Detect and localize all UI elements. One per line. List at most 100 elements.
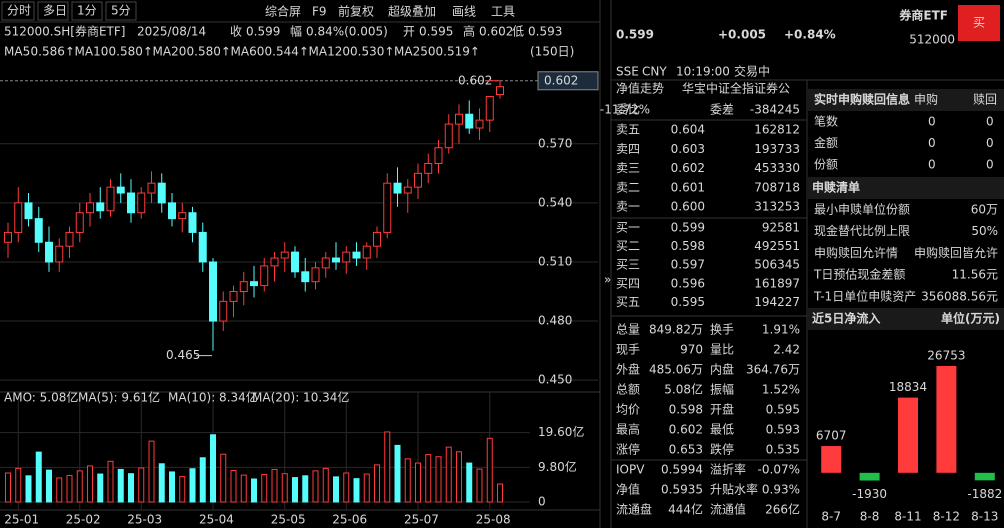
row-label: 申购赎回允许情 (814, 245, 898, 260)
section-header (808, 89, 1004, 111)
book-volume: 193733 (754, 142, 800, 156)
volume-bar (497, 483, 503, 503)
buy-button-label[interactable]: 买 (973, 16, 985, 30)
status: 10:19:00 (676, 65, 730, 79)
volume-bar (46, 469, 52, 503)
candle-body (321, 257, 330, 269)
stat-value: 0.595 (766, 403, 800, 417)
candle-body (127, 192, 135, 214)
volume-bar (415, 462, 421, 503)
toolbar-button[interactable]: 前复权 (338, 4, 374, 19)
y-tick-label: 0 (538, 495, 546, 509)
collapse-arrow[interactable]: » (604, 273, 611, 287)
volume-bar (251, 478, 257, 503)
info-code: 512000.SH[券商ETF] (4, 24, 125, 39)
row-value: 0 (928, 136, 936, 150)
candle-body (34, 218, 43, 243)
book-price: 0.600 (671, 200, 705, 214)
candle-body (239, 281, 248, 293)
row-label: T日预估现金差额 (813, 267, 905, 282)
book-label: 买三 (616, 258, 640, 272)
ma-value: 0.544↑ (265, 45, 309, 59)
candle-body (270, 257, 279, 267)
candle-body (24, 202, 33, 220)
candle-body (301, 271, 310, 283)
toolbar-button[interactable]: 综合屏 (265, 4, 301, 19)
candle-body (403, 186, 412, 194)
book-label: 卖三 (616, 161, 640, 175)
tab-label[interactable]: 5分 (111, 4, 131, 18)
volume-bar (240, 474, 247, 503)
tab[interactable] (1, 1, 35, 21)
ma-name: MA250 (394, 45, 435, 59)
stat-label: 现手 (616, 343, 640, 357)
tab[interactable] (105, 1, 137, 21)
status: SSE (616, 65, 639, 79)
stat-label: 溢折率 (710, 462, 746, 477)
stat-value: 0.5935 (661, 483, 703, 497)
order-ratio: -11.72% (600, 103, 650, 117)
row-value: 0 (928, 158, 936, 172)
volume-bar (15, 467, 22, 503)
volume-bar (271, 468, 278, 503)
inflow-bar (974, 472, 995, 481)
inflow-label: 18834 (889, 380, 927, 394)
candle-body (198, 231, 207, 263)
volume-bar (5, 472, 11, 503)
stat-label: 升贴水率 (710, 482, 758, 497)
nav-fund: 华宝中证全指证券公 (682, 81, 790, 96)
ma-name: MA20 (153, 45, 187, 59)
volume-bar (35, 451, 42, 503)
tab-label[interactable]: 多日 (43, 4, 67, 18)
row-value: 356088.56元 (921, 289, 998, 303)
book-volume: 492551 (754, 239, 800, 253)
x-tick-label: 8-11 (894, 510, 921, 524)
stat-label: 流通盘 (616, 502, 652, 517)
volume-bar (230, 470, 237, 503)
stat-label: 总量 (616, 323, 640, 337)
volume-legend: MA(20): 10.34亿 (252, 390, 349, 405)
volume-legend: MA(10): 8.34亿 (168, 390, 258, 405)
toolbar-button[interactable]: 超级叠加 (388, 4, 436, 19)
book-price: 0.603 (671, 142, 705, 156)
book-label: 卖二 (616, 180, 640, 194)
toolbar-button[interactable]: F9 (312, 5, 327, 19)
volume-bar (128, 473, 134, 503)
stat-value: 2.42 (773, 343, 800, 357)
stat-value: 444亿 (668, 502, 703, 517)
period[interactable]: (150日) (530, 45, 574, 59)
stat-value: 0.598 (669, 403, 703, 417)
volume-bar (312, 470, 319, 503)
ma-name: MA120 (309, 45, 350, 59)
candle-body (86, 202, 94, 214)
toolbar-button[interactable]: 工具 (491, 5, 515, 19)
tab-label[interactable]: 1分 (77, 4, 97, 18)
info-open-label: 开 (403, 25, 415, 39)
y-tick-label: 0.480 (538, 314, 572, 328)
volume-bar (97, 473, 104, 503)
chart-unit: 单位(万元) (941, 311, 1000, 326)
ma-value: 0.519↑ (436, 45, 480, 59)
volume-bar (281, 473, 288, 503)
inflow-bar (936, 365, 957, 473)
toolbar-button[interactable]: 画线 (452, 5, 476, 19)
tab[interactable] (71, 1, 103, 21)
tab[interactable] (37, 1, 69, 21)
book-label: 买四 (616, 276, 640, 290)
buy-button[interactable] (958, 5, 1000, 41)
book-volume: 92581 (762, 221, 800, 235)
candle-body (342, 251, 351, 263)
x-tick-label: 25-05 (271, 513, 306, 527)
candle-body (362, 245, 371, 259)
info-change: 0.84%(0.005) (306, 25, 388, 39)
x-tick-label: 25-01 (4, 513, 39, 527)
ma-value: 0.530↑ (350, 45, 394, 59)
volume-bar (169, 471, 175, 503)
candle-body (383, 182, 392, 233)
column-header: 赎回 (973, 93, 997, 107)
x-tick-label: 25-02 (66, 513, 101, 527)
stat-label: 均价 (616, 403, 640, 417)
book-volume: 194227 (754, 295, 800, 309)
tab-label[interactable]: 分时 (7, 4, 31, 18)
section-title: 实时申购赎回信息 (814, 92, 910, 107)
